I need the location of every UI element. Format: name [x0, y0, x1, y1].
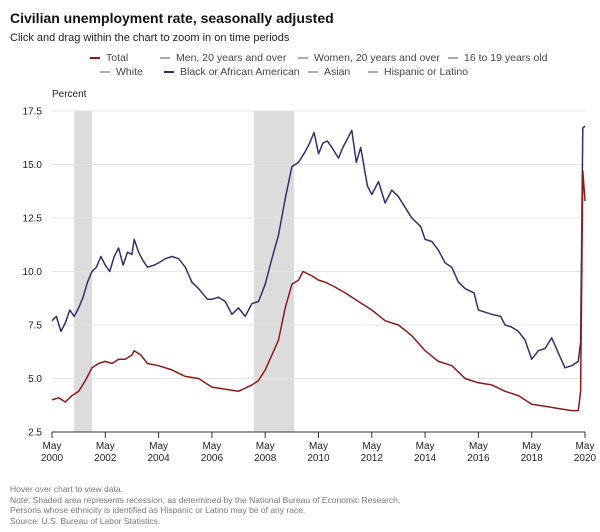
legend-item-total[interactable]: Total: [90, 52, 128, 64]
x-tick-year-2014: 2014: [414, 453, 437, 464]
legend-label-women: Women, 20 years and over: [314, 52, 440, 64]
x-tick-month-2006: May: [202, 441, 221, 452]
chart-subtitle: Click and drag within the chart to zoom …: [10, 32, 290, 44]
legend-swatch-black: [164, 71, 174, 73]
x-tick-month-2000: May: [43, 441, 62, 452]
x-tick-month-2016: May: [469, 441, 488, 452]
legend-label-black: Black or African American: [180, 66, 300, 78]
legend-item-asian[interactable]: Asian: [308, 66, 350, 78]
legend-label-men: Men, 20 years and over: [176, 52, 287, 64]
x-tick-year-2000: 2000: [41, 453, 64, 464]
legend-row-1: Total Men, 20 years and over Women, 20 y…: [0, 52, 600, 66]
x-tick-month-2012: May: [362, 441, 381, 452]
x-tick-year-2006: 2006: [201, 453, 224, 464]
legend-swatch-total: [90, 57, 100, 59]
legend-row-2: White Black or African American Asian Hi…: [0, 66, 600, 80]
x-tick-month-2010: May: [309, 441, 328, 452]
source-note: Source: U.S. Bureau of Labor Statistics.: [10, 515, 161, 526]
y-tick-labels: 2.5 5.0 7.5 10.0 12.5 15.0 17.5: [23, 107, 43, 439]
legend-swatch-men: [160, 57, 170, 59]
legend-swatch-asian: [308, 71, 318, 73]
x-tick-year-2018: 2018: [521, 453, 544, 464]
chart-title: Civilian unemployment rate, seasonally a…: [10, 10, 334, 26]
series-lines: [51, 125, 586, 412]
y-tick-label-5.0: 5.0: [28, 374, 42, 385]
hover-note: Hover over chart to view data.: [10, 484, 123, 494]
x-tick-labels: May2000May2002May2004May2006May2008May20…: [41, 432, 597, 464]
y-tick-label-7.5: 7.5: [28, 321, 42, 332]
gridlines: [52, 110, 585, 379]
x-tick-year-2020: 2020: [574, 453, 597, 464]
y-tick-label-17.5: 17.5: [23, 107, 43, 118]
legend-label-hispanic: Hispanic or Latino: [384, 66, 469, 78]
legend-swatch-white: [100, 71, 110, 73]
legend-item-white[interactable]: White: [100, 66, 143, 78]
x-tick-month-2002: May: [96, 441, 115, 452]
legend-label-total: Total: [106, 52, 129, 64]
legend-label-white: White: [116, 66, 143, 78]
legend-label-teens: 16 to 19 years old: [464, 52, 548, 64]
x-tick-year-2004: 2004: [147, 453, 170, 464]
y-tick-label-12.5: 12.5: [23, 214, 43, 225]
x-tick-year-2002: 2002: [94, 453, 117, 464]
recession-note: Note: Shaded area represents recession, …: [10, 494, 401, 505]
series-line-black-or-african-american: [51, 125, 586, 369]
y-tick-label-2.5: 2.5: [28, 428, 42, 439]
y-tick-label-15.0: 15.0: [23, 160, 43, 171]
x-tick-month-2008: May: [256, 441, 275, 452]
legend-swatch-women: [298, 57, 308, 59]
legend-item-women[interactable]: Women, 20 years and over: [298, 52, 440, 64]
legend-item-teens[interactable]: 16 to 19 years old: [448, 52, 547, 64]
x-tick-year-2016: 2016: [467, 453, 490, 464]
x-tick-month-2018: May: [522, 441, 541, 452]
legend-item-black[interactable]: Black or African American: [164, 66, 300, 78]
x-tick-year-2010: 2010: [307, 453, 330, 464]
legend-item-men[interactable]: Men, 20 years and over: [160, 52, 286, 64]
legend-label-asian: Asian: [324, 66, 351, 78]
series-line-total: [51, 170, 586, 412]
x-tick-year-2012: 2012: [361, 453, 384, 464]
footer-notes: Hover over chart to view data. Note: Sha…: [10, 484, 400, 526]
y-tick-label-10.0: 10.0: [23, 267, 43, 278]
legend-swatch-hispanic: [368, 71, 378, 73]
x-tick-month-2014: May: [416, 441, 435, 452]
x-tick-year-2008: 2008: [254, 453, 277, 464]
y-axis-label: Percent: [52, 89, 87, 100]
legend-item-hispanic[interactable]: Hispanic or Latino: [368, 66, 468, 78]
legend-swatch-teens: [448, 57, 458, 59]
x-tick-month-2020: May: [576, 441, 595, 452]
x-tick-month-2004: May: [149, 441, 168, 452]
ethnicity-note: Persons whose ethnicity is identified as…: [10, 505, 306, 515]
chart-area[interactable]: Percent 2.55.07.510.012.515.017.5 May200…: [0, 0, 600, 482]
